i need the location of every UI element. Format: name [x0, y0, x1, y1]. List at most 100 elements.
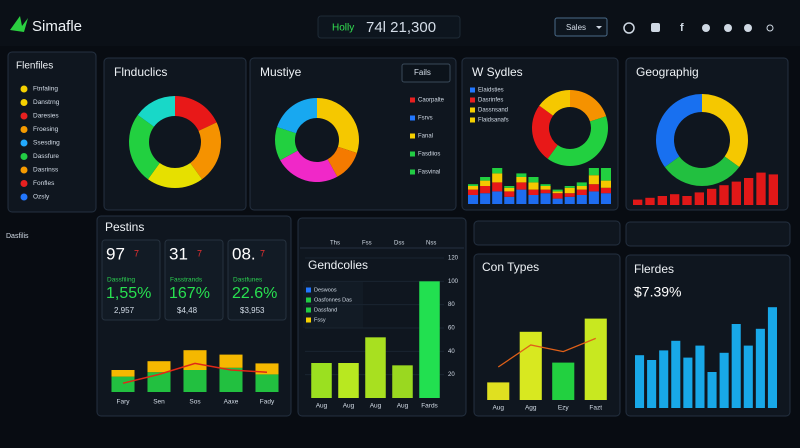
y-tick-label: 80: [448, 302, 455, 308]
legend-swatch: [410, 133, 415, 139]
y-tick-label: 100: [448, 279, 459, 285]
caret: [596, 26, 602, 29]
sidebar-item[interactable]: Dassfure: [33, 153, 59, 160]
sidebar-dot: [20, 112, 28, 120]
bar: [480, 177, 491, 181]
bar: [768, 174, 778, 205]
stat-card: [164, 239, 224, 321]
bar: [219, 354, 243, 368]
bar: [528, 195, 539, 204]
bar: [682, 196, 692, 205]
legend-label: Caorpalte: [418, 98, 445, 104]
legend-swatch: [470, 107, 475, 113]
legend-swatch: [410, 97, 415, 103]
bar: [468, 184, 479, 186]
sidebar-item[interactable]: Ozsly: [33, 194, 50, 201]
sidebar-item[interactable]: Ftnfaling: [33, 86, 58, 93]
panel-title: Gendcolies: [308, 258, 368, 272]
bar: [683, 357, 693, 408]
bar: [645, 197, 655, 205]
panel: [473, 253, 621, 417]
legend-swatch: [410, 151, 415, 157]
trend-line: [122, 362, 268, 384]
sidebar-title: Flenfiles: [16, 61, 53, 72]
legend-label: Elaidsties: [478, 88, 504, 94]
bar: [588, 175, 599, 185]
icon[interactable]: [744, 24, 752, 32]
bar: [255, 374, 279, 392]
legend-label: Fsrvs: [418, 116, 433, 122]
icon[interactable]: [766, 24, 774, 32]
bar: [255, 363, 279, 375]
icon-f[interactable]: f: [680, 22, 684, 34]
bar: [659, 350, 669, 408]
bar: [647, 360, 657, 408]
tab[interactable]: Nss: [426, 241, 436, 247]
bar: [588, 191, 599, 204]
bar: [767, 307, 777, 408]
bar: [311, 363, 332, 398]
sidebar-item[interactable]: Fonfles: [33, 180, 55, 187]
sidebar-item[interactable]: Froesing: [33, 126, 59, 133]
bar: [552, 189, 563, 192]
x-tick-label: Aug: [397, 403, 409, 410]
tab[interactable]: Dss: [394, 241, 404, 247]
bar: [731, 324, 741, 408]
bar: [365, 337, 386, 398]
panel-title: Mustiye: [260, 65, 302, 79]
bar: [147, 372, 171, 392]
panel-button-label[interactable]: Fails: [414, 68, 431, 77]
donut-segment: [275, 127, 298, 161]
panel-title: Flerdes: [634, 262, 674, 276]
sidebar-dot: [20, 153, 28, 160]
search-icon[interactable]: [623, 22, 635, 34]
legend-label: Dasrinfes: [478, 98, 503, 104]
bar: [564, 187, 575, 194]
bar: [552, 191, 563, 194]
bar: [419, 281, 440, 398]
donut-segment: [664, 156, 740, 187]
icon[interactable]: [702, 24, 710, 32]
sidebar-item[interactable]: Danstrng: [33, 99, 60, 106]
tab[interactable]: Fss: [362, 241, 372, 247]
sidebar-item[interactable]: Dasrinss: [33, 167, 59, 174]
icon[interactable]: [724, 24, 732, 32]
stat-card: [101, 239, 161, 321]
bar: [492, 182, 503, 192]
bar: [671, 340, 681, 408]
legend-label: Fanal: [418, 134, 433, 140]
bar: [576, 195, 587, 204]
donut-segment: [547, 116, 608, 166]
bar: [576, 189, 587, 195]
panel: [625, 57, 789, 211]
logo: [10, 16, 28, 32]
x-tick-label: Fards: [421, 403, 438, 410]
bar: [480, 186, 491, 194]
x-tick-label: Fary: [117, 399, 131, 406]
ticker-label: Holly: [332, 23, 354, 34]
tab[interactable]: Ths: [330, 241, 340, 247]
donut-segment: [190, 122, 221, 180]
menu-label[interactable]: Sales: [566, 23, 586, 32]
donut-segment: [531, 105, 558, 159]
legend-swatch: [410, 169, 415, 175]
menu-button[interactable]: [554, 17, 608, 37]
sidebar-dot: [20, 99, 28, 106]
bar: [540, 184, 551, 186]
bar: [552, 362, 575, 400]
x-tick-label: Aug: [343, 403, 355, 410]
icon[interactable]: [651, 23, 660, 32]
bar: [576, 186, 587, 190]
legend-swatch: [470, 97, 475, 103]
panel-button[interactable]: [401, 63, 451, 83]
donut-segment: [129, 114, 160, 180]
sidebar-item[interactable]: Daresies: [33, 113, 59, 120]
bar: [755, 328, 765, 408]
stat-label: Dassfiling: [107, 277, 136, 284]
stat-percent: 22.6%: [232, 285, 277, 302]
stat-label: Fasstrands: [170, 277, 203, 284]
sidebar-item[interactable]: Ssesding: [33, 140, 60, 147]
bar: [744, 178, 754, 205]
bar: [588, 184, 599, 192]
sidebar-dot: [20, 180, 28, 187]
